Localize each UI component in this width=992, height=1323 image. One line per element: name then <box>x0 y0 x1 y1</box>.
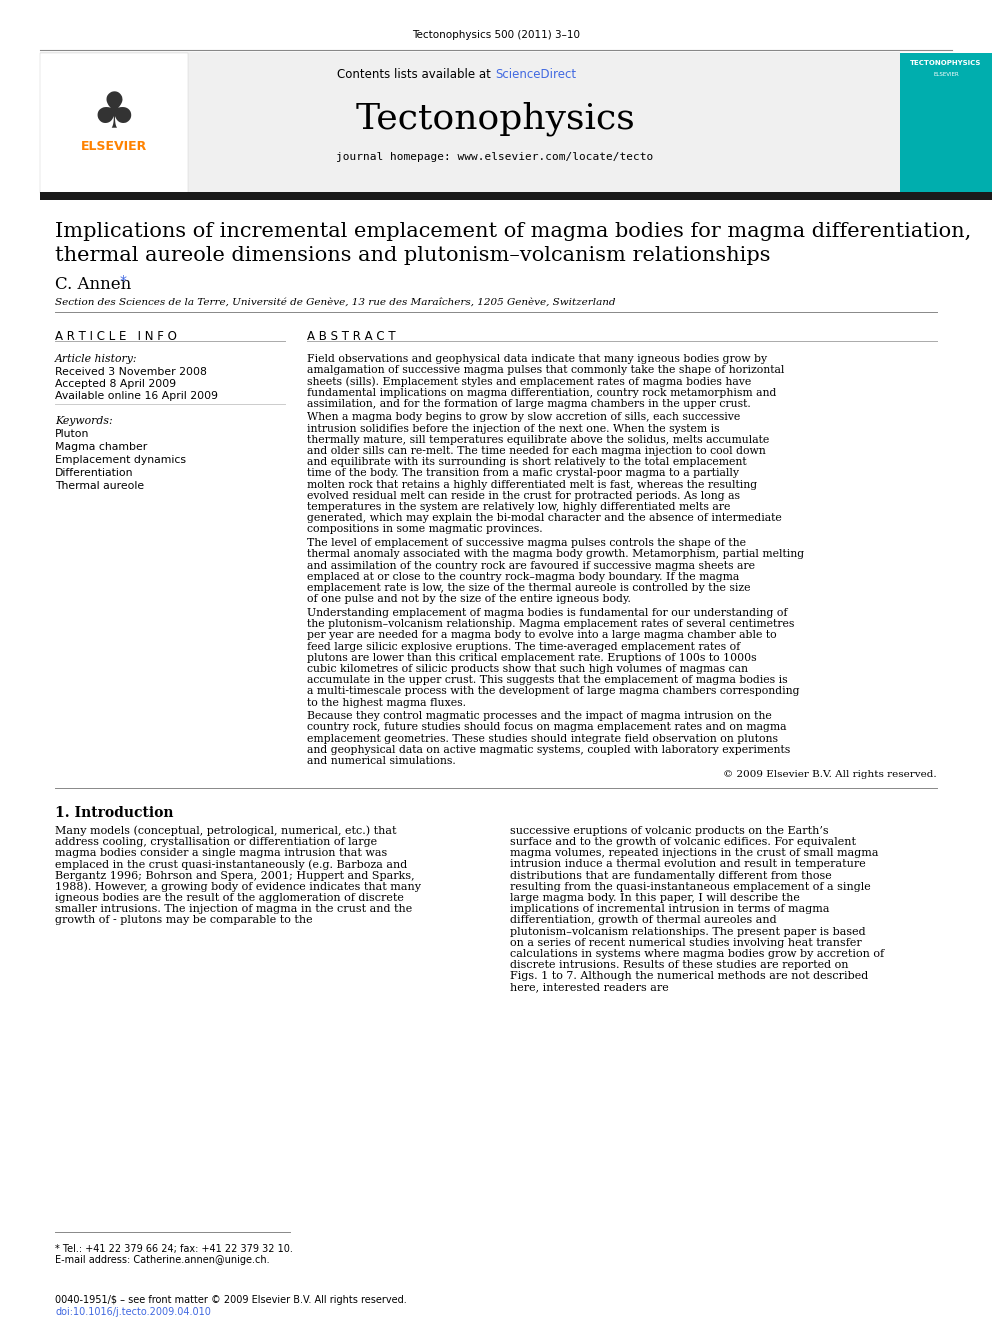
Text: the plutonism–volcanism relationship. Magma emplacement rates of several centime: the plutonism–volcanism relationship. Ma… <box>307 619 795 630</box>
Text: plutons are lower than this critical emplacement rate. Eruptions of 100s to 1000: plutons are lower than this critical emp… <box>307 652 757 663</box>
Text: emplaced at or close to the country rock–magma body boundary. If the magma: emplaced at or close to the country rock… <box>307 572 739 582</box>
Text: evolved residual melt can reside in the crust for protracted periods. As long as: evolved residual melt can reside in the … <box>307 491 740 501</box>
Text: compositions in some magmatic provinces.: compositions in some magmatic provinces. <box>307 524 543 534</box>
Text: smaller intrusions. The injection of magma in the crust and the: smaller intrusions. The injection of mag… <box>55 904 413 914</box>
Text: sheets (sills). Emplacement styles and emplacement rates of magma bodies have: sheets (sills). Emplacement styles and e… <box>307 377 751 386</box>
Text: Article history:: Article history: <box>55 355 138 364</box>
Text: fundamental implications on magma differentiation, country rock metamorphism and: fundamental implications on magma differ… <box>307 388 777 398</box>
Text: country rock, future studies should focus on magma emplacement rates and on magm: country rock, future studies should focu… <box>307 722 787 733</box>
Text: surface and to the growth of volcanic edifices. For equivalent: surface and to the growth of volcanic ed… <box>510 837 856 847</box>
Text: ♣: ♣ <box>91 90 137 138</box>
Text: * Tel.: +41 22 379 66 24; fax: +41 22 379 32 10.: * Tel.: +41 22 379 66 24; fax: +41 22 37… <box>55 1244 293 1254</box>
Text: per year are needed for a magma body to evolve into a large magma chamber able t: per year are needed for a magma body to … <box>307 630 777 640</box>
Text: temperatures in the system are relatively low, highly differentiated melts are: temperatures in the system are relativel… <box>307 503 730 512</box>
Text: address cooling, crystallisation or differentiation of large: address cooling, crystallisation or diff… <box>55 837 377 847</box>
Text: Received 3 November 2008: Received 3 November 2008 <box>55 366 207 377</box>
Text: ScienceDirect: ScienceDirect <box>495 67 576 81</box>
Bar <box>40 192 992 200</box>
Text: Pluton: Pluton <box>55 429 89 439</box>
Bar <box>40 53 188 193</box>
Text: Tectonophysics: Tectonophysics <box>355 102 635 136</box>
Text: and numerical simulations.: and numerical simulations. <box>307 755 455 766</box>
Text: and equilibrate with its surrounding is short relatively to the total emplacemen: and equilibrate with its surrounding is … <box>307 458 747 467</box>
Text: magma volumes, repeated injections in the crust of small magma: magma volumes, repeated injections in th… <box>510 848 879 859</box>
Text: thermal anomaly associated with the magma body growth. Metamorphism, partial mel: thermal anomaly associated with the magm… <box>307 549 805 560</box>
Text: Because they control magmatic processes and the impact of magma intrusion on the: Because they control magmatic processes … <box>307 712 772 721</box>
Text: magma bodies consider a single magma intrusion that was: magma bodies consider a single magma int… <box>55 848 387 859</box>
Text: molten rock that retains a highly differentiated melt is fast, whereas the resul: molten rock that retains a highly differ… <box>307 480 757 490</box>
Text: Accepted 8 April 2009: Accepted 8 April 2009 <box>55 378 177 389</box>
Text: Available online 16 April 2009: Available online 16 April 2009 <box>55 392 218 401</box>
Text: to the highest magma fluxes.: to the highest magma fluxes. <box>307 697 466 708</box>
Text: ELSEVIER: ELSEVIER <box>933 71 959 77</box>
Text: ELSEVIER: ELSEVIER <box>81 140 147 153</box>
Text: When a magma body begins to grow by slow accretion of sills, each successive: When a magma body begins to grow by slow… <box>307 413 740 422</box>
Text: assimilation, and for the formation of large magma chambers in the upper crust.: assimilation, and for the formation of l… <box>307 398 751 409</box>
Text: Magma chamber: Magma chamber <box>55 442 147 452</box>
Text: Bergantz 1996; Bohrson and Spera, 2001; Huppert and Sparks,: Bergantz 1996; Bohrson and Spera, 2001; … <box>55 871 415 881</box>
Text: Implications of incremental emplacement of magma bodies for magma differentiatio: Implications of incremental emplacement … <box>55 222 971 241</box>
Text: intrusion solidifies before the injection of the next one. When the system is: intrusion solidifies before the injectio… <box>307 423 719 434</box>
Text: doi:10.1016/j.tecto.2009.04.010: doi:10.1016/j.tecto.2009.04.010 <box>55 1307 211 1316</box>
Text: time of the body. The transition from a mafic crystal-poor magma to a partially: time of the body. The transition from a … <box>307 468 739 479</box>
Text: Keywords:: Keywords: <box>55 415 113 426</box>
Text: cubic kilometres of silicic products show that such high volumes of magmas can: cubic kilometres of silicic products sho… <box>307 664 748 673</box>
Text: Contents lists available at: Contents lists available at <box>337 67 495 81</box>
Text: Thermal aureole: Thermal aureole <box>55 482 144 491</box>
Text: Tectonophysics 500 (2011) 3–10: Tectonophysics 500 (2011) 3–10 <box>412 30 580 40</box>
Text: 1. Introduction: 1. Introduction <box>55 806 174 820</box>
Text: thermally mature, sill temperatures equilibrate above the solidus, melts accumul: thermally mature, sill temperatures equi… <box>307 435 769 445</box>
Text: A R T I C L E   I N F O: A R T I C L E I N F O <box>55 329 177 343</box>
Text: accumulate in the upper crust. This suggests that the emplacement of magma bodie: accumulate in the upper crust. This sugg… <box>307 675 788 685</box>
Text: 1988). However, a growing body of evidence indicates that many: 1988). However, a growing body of eviden… <box>55 881 421 892</box>
Text: emplacement rate is low, the size of the thermal aureole is controlled by the si: emplacement rate is low, the size of the… <box>307 583 751 593</box>
Text: A B S T R A C T: A B S T R A C T <box>307 329 396 343</box>
Text: igneous bodies are the result of the agglomeration of discrete: igneous bodies are the result of the agg… <box>55 893 404 902</box>
Text: successive eruptions of volcanic products on the Earth’s: successive eruptions of volcanic product… <box>510 826 828 836</box>
Text: large magma body. In this paper, I will describe the: large magma body. In this paper, I will … <box>510 893 800 902</box>
Text: on a series of recent numerical studies involving heat transfer: on a series of recent numerical studies … <box>510 938 862 947</box>
Text: emplacement geometries. These studies should integrate field observation on plut: emplacement geometries. These studies sh… <box>307 733 778 744</box>
Text: C. Annen: C. Annen <box>55 277 131 292</box>
Text: here, interested readers are: here, interested readers are <box>510 983 669 992</box>
Text: implications of incremental intrusion in terms of magma: implications of incremental intrusion in… <box>510 904 829 914</box>
Text: and geophysical data on active magmatic systems, coupled with laboratory experim: and geophysical data on active magmatic … <box>307 745 791 755</box>
Text: calculations in systems where magma bodies grow by accretion of: calculations in systems where magma bodi… <box>510 949 884 959</box>
Text: TECTONOPHYSICS: TECTONOPHYSICS <box>911 60 982 66</box>
Text: emplaced in the crust quasi-instantaneously (e.g. Barboza and: emplaced in the crust quasi-instantaneou… <box>55 860 408 869</box>
Text: of one pulse and not by the size of the entire igneous body.: of one pulse and not by the size of the … <box>307 594 631 605</box>
Text: Figs. 1 to 7. Although the numerical methods are not described: Figs. 1 to 7. Although the numerical met… <box>510 971 868 982</box>
Text: thermal aureole dimensions and plutonism–volcanism relationships: thermal aureole dimensions and plutonism… <box>55 246 771 265</box>
Text: a multi-timescale process with the development of large magma chambers correspon: a multi-timescale process with the devel… <box>307 687 800 696</box>
Text: feed large silicic explosive eruptions. The time-averaged emplacement rates of: feed large silicic explosive eruptions. … <box>307 642 740 651</box>
Text: Field observations and geophysical data indicate that many igneous bodies grow b: Field observations and geophysical data … <box>307 355 767 364</box>
Text: *: * <box>120 274 127 288</box>
Bar <box>40 52 900 194</box>
Text: and older sills can re-melt. The time needed for each magma injection to cool do: and older sills can re-melt. The time ne… <box>307 446 766 456</box>
Text: generated, which may explain the bi-modal character and the absence of intermedi: generated, which may explain the bi-moda… <box>307 513 782 524</box>
Text: © 2009 Elsevier B.V. All rights reserved.: © 2009 Elsevier B.V. All rights reserved… <box>723 770 937 779</box>
Text: differentiation, growth of thermal aureoles and: differentiation, growth of thermal aureo… <box>510 916 777 925</box>
Text: Understanding emplacement of magma bodies is fundamental for our understanding o: Understanding emplacement of magma bodie… <box>307 607 788 618</box>
Text: E-mail address: Catherine.annen@unige.ch.: E-mail address: Catherine.annen@unige.ch… <box>55 1256 270 1265</box>
Text: amalgamation of successive magma pulses that commonly take the shape of horizont: amalgamation of successive magma pulses … <box>307 365 785 376</box>
Text: resulting from the quasi-instantaneous emplacement of a single: resulting from the quasi-instantaneous e… <box>510 881 871 892</box>
Text: journal homepage: www.elsevier.com/locate/tecto: journal homepage: www.elsevier.com/locat… <box>336 152 654 161</box>
Bar <box>900 53 992 193</box>
Text: growth of - plutons may be comparable to the: growth of - plutons may be comparable to… <box>55 916 312 925</box>
Text: The level of emplacement of successive magma pulses controls the shape of the: The level of emplacement of successive m… <box>307 538 746 548</box>
Text: Many models (conceptual, petrological, numerical, etc.) that: Many models (conceptual, petrological, n… <box>55 826 397 836</box>
Text: distributions that are fundamentally different from those: distributions that are fundamentally dif… <box>510 871 831 881</box>
Text: Section des Sciences de la Terre, Université de Genève, 13 rue des Maraîchers, 1: Section des Sciences de la Terre, Univer… <box>55 298 615 307</box>
Text: 0040-1951/$ – see front matter © 2009 Elsevier B.V. All rights reserved.: 0040-1951/$ – see front matter © 2009 El… <box>55 1295 407 1304</box>
Text: discrete intrusions. Results of these studies are reported on: discrete intrusions. Results of these st… <box>510 960 848 970</box>
Text: Emplacement dynamics: Emplacement dynamics <box>55 455 186 464</box>
Text: intrusion induce a thermal evolution and result in temperature: intrusion induce a thermal evolution and… <box>510 860 866 869</box>
Text: plutonism–volcanism relationships. The present paper is based: plutonism–volcanism relationships. The p… <box>510 926 866 937</box>
Text: Differentiation: Differentiation <box>55 468 134 478</box>
Text: and assimilation of the country rock are favoured if successive magma sheets are: and assimilation of the country rock are… <box>307 561 755 570</box>
